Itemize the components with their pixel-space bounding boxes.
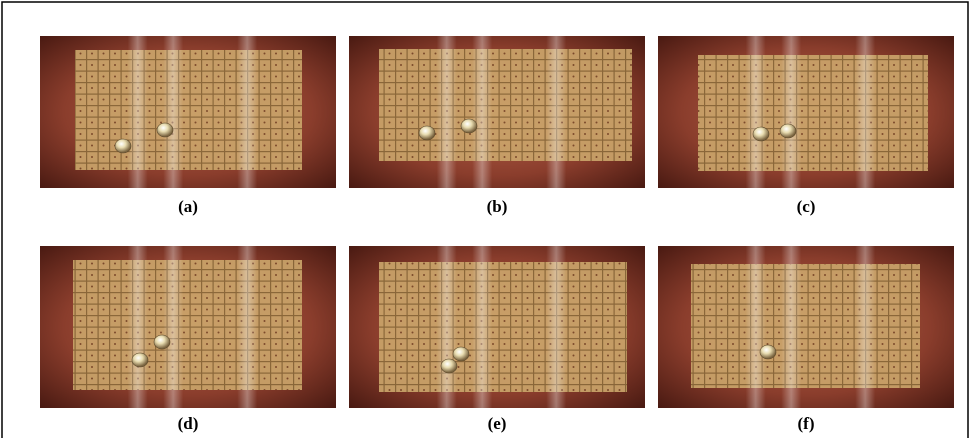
photo-panel: [658, 246, 954, 408]
light-streak: [237, 36, 257, 188]
photo-panel: [349, 246, 645, 408]
droplet: [157, 123, 173, 137]
droplet: [132, 353, 148, 367]
grid-plate: [698, 55, 928, 171]
droplet: [154, 335, 170, 349]
light-streak: [472, 246, 492, 408]
droplet: [461, 119, 477, 133]
light-streak: [437, 36, 457, 188]
light-streak: [546, 246, 566, 408]
light-streak: [163, 36, 183, 188]
panel-label: (c): [797, 197, 816, 216]
light-streak: [237, 246, 257, 408]
droplet: [115, 139, 131, 153]
droplet: [760, 345, 776, 359]
panel-label: (b): [487, 197, 508, 216]
light-streak: [746, 246, 766, 408]
light-streak: [128, 246, 148, 408]
grid-plate: [379, 262, 627, 392]
droplet: [753, 127, 769, 141]
droplet: [780, 124, 796, 138]
light-streak: [472, 36, 492, 188]
photo-panel: [349, 36, 645, 188]
photo-panel: [40, 246, 336, 408]
photo-panel: [40, 36, 336, 188]
light-streak: [128, 36, 148, 188]
panel-label: (f): [798, 414, 815, 433]
photo-panel: [658, 36, 954, 188]
grid-plate: [691, 264, 920, 388]
panel-label: (a): [178, 197, 198, 216]
droplet: [453, 347, 469, 361]
light-streak: [437, 246, 457, 408]
light-streak: [746, 36, 766, 188]
figure-page: (a) (b) (c) (d) (e) (f): [0, 0, 969, 438]
droplet: [441, 359, 457, 373]
panel-label: (d): [178, 414, 199, 433]
light-streak: [855, 36, 875, 188]
light-streak: [781, 36, 801, 188]
light-streak: [781, 246, 801, 408]
grid-plate: [75, 50, 302, 170]
panel-label: (e): [488, 414, 507, 433]
droplet: [419, 126, 435, 140]
light-streak: [855, 246, 875, 408]
grid-plate: [379, 49, 632, 161]
figure: (a) (b) (c) (d) (e) (f): [0, 0, 969, 438]
light-streak: [163, 246, 183, 408]
grid-plate: [73, 260, 302, 390]
light-streak: [546, 36, 566, 188]
